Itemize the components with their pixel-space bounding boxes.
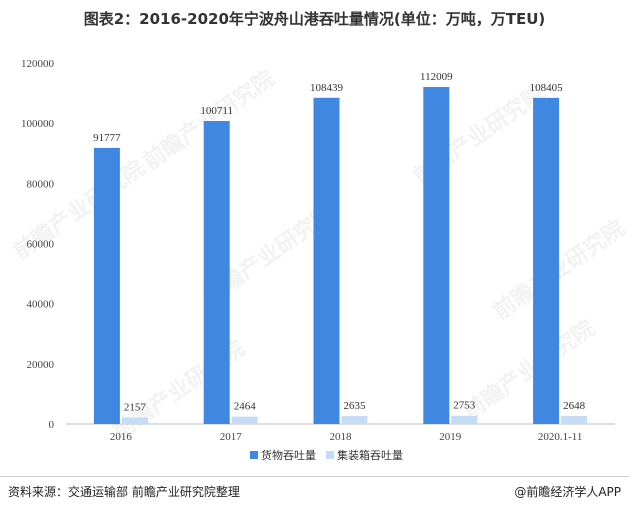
legend: 货物吞吐量 集装箱吞吐量 — [250, 448, 403, 462]
data-label: 2157 — [124, 402, 147, 414]
x-tick-label: 2020.1-11 — [538, 431, 583, 443]
y-tick-label: 40000 — [27, 299, 55, 311]
bar-container — [121, 417, 148, 424]
bar-cargo — [423, 87, 450, 425]
data-label: 100711 — [200, 105, 233, 117]
bar-container — [561, 416, 588, 424]
data-label: 2464 — [234, 401, 257, 413]
data-label: 2753 — [453, 400, 476, 412]
x-tick-label: 2016 — [110, 431, 133, 443]
legend-label: 集装箱吞吐量 — [337, 448, 403, 462]
legend-swatch — [326, 451, 334, 459]
x-tick-label: 2019 — [439, 431, 462, 443]
bar-container — [451, 415, 478, 424]
footer-source: 资料来源：交通运输部 前瞻产业研究院整理 — [8, 485, 240, 499]
footer-divider — [0, 476, 629, 477]
bar-cargo — [313, 97, 340, 424]
data-labels: 91777 2157 100711 2464 108439 2635 112009 2753 1… — [93, 71, 585, 413]
data-label: 2635 — [344, 400, 367, 412]
footer-brand: @前瞻经济学人APP — [514, 485, 621, 499]
axes: 0 20000 40000 60000 80000 100000 120000 2016 201… — [21, 58, 615, 443]
bars — [93, 87, 588, 425]
y-tick-label: 0 — [49, 419, 55, 431]
y-tick-label: 100000 — [21, 118, 55, 130]
bar-cargo — [93, 147, 120, 425]
data-label: 2648 — [563, 400, 586, 412]
data-label: 108439 — [310, 82, 344, 94]
data-label: 108405 — [530, 82, 564, 94]
legend-label: 货物吞吐量 — [261, 448, 316, 462]
data-label: 91777 — [93, 132, 121, 144]
bar-container — [341, 416, 368, 424]
data-label: 112009 — [420, 71, 453, 83]
chart-title: 图表2：2016-2020年宁波舟山港吞吐量情况(单位：万吨，万TEU) — [83, 10, 546, 28]
legend-swatch — [250, 451, 258, 459]
bar-container — [231, 416, 258, 424]
x-tick-label: 2017 — [220, 431, 243, 443]
y-tick-label: 80000 — [27, 178, 55, 190]
x-tick-label: 2018 — [330, 431, 353, 443]
bar-cargo — [203, 121, 230, 424]
y-tick-label: 20000 — [27, 359, 55, 371]
y-tick-label: 60000 — [27, 239, 55, 251]
y-tick-label: 120000 — [21, 58, 55, 70]
bar-cargo — [533, 97, 560, 424]
